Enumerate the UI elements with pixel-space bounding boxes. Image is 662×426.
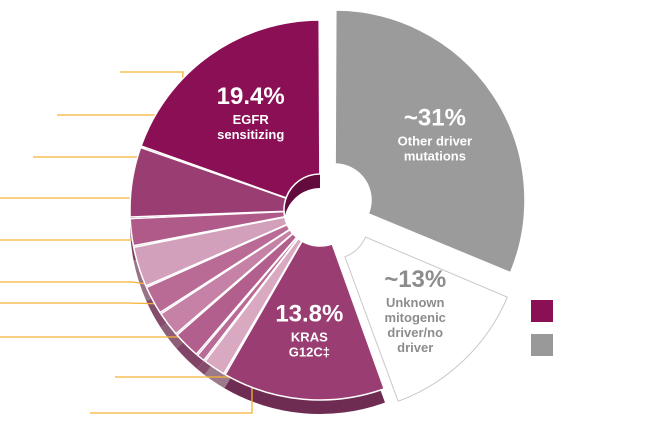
slice-label-1-3: driver/no xyxy=(387,325,443,340)
slice-label-11-1: EGFR xyxy=(233,112,270,127)
slice-label-0-2: mutations xyxy=(404,149,466,164)
slice-label-1-4: driver xyxy=(397,340,433,355)
slice-0 xyxy=(334,9,526,274)
slice-10 xyxy=(129,146,287,218)
slice-label-2-2: G12C‡ xyxy=(289,345,330,360)
slice-11 xyxy=(140,19,321,199)
slice-label-2-1: KRAS xyxy=(291,330,328,345)
slice-label-11-2: sensitizing xyxy=(217,127,284,142)
slices xyxy=(129,9,526,402)
slice-label-1-2: mitogenic xyxy=(385,310,446,325)
slice-label-1-1: Unknown xyxy=(386,295,445,310)
slice-2 xyxy=(224,240,386,401)
legend-swatch-primary xyxy=(531,300,553,322)
slice-1 xyxy=(344,236,509,402)
slice-label-0-1: Other driver xyxy=(398,134,472,149)
slice-value-0: ~31% xyxy=(404,105,466,132)
slice-value-1: ~13% xyxy=(384,266,446,293)
slice-value-2: 13.8% xyxy=(275,301,343,328)
legend-swatch-muted xyxy=(531,334,553,356)
slice-value-11: 19.4% xyxy=(217,83,285,110)
